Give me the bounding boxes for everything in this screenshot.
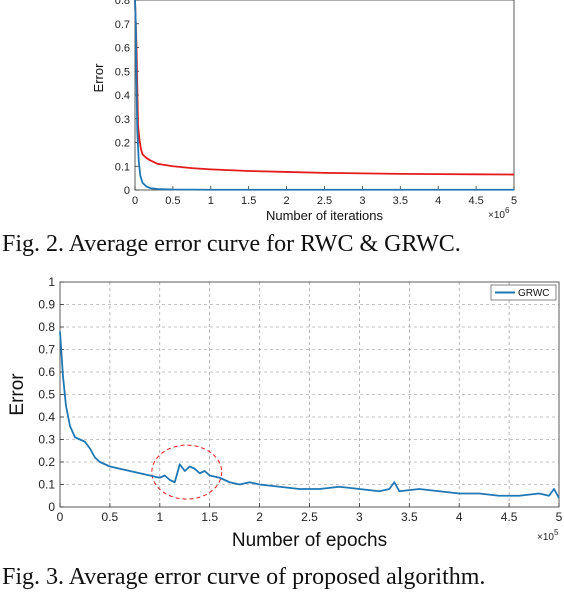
chart2-x-tick-label: 2.5 bbox=[301, 510, 318, 524]
chart1-x-tick-label: 0.5 bbox=[165, 195, 180, 207]
chart2-x-tick-label: 2 bbox=[256, 510, 263, 524]
chart1-x-axis-label: Number of iterations bbox=[266, 208, 384, 223]
chart2-x-tick-label: 0.5 bbox=[102, 510, 119, 524]
chart1-y-axis-label: Error bbox=[91, 63, 106, 93]
chart1-y-tick-label: 0.8 bbox=[115, 0, 130, 7]
chart2-y-tick-label: 0.8 bbox=[38, 320, 55, 334]
chart1-x-tick-label: 4 bbox=[435, 195, 441, 207]
chart2-x-tick-label: 5 bbox=[556, 510, 563, 524]
chart2-y-tick-label: 0.4 bbox=[38, 410, 55, 424]
chart2-y-tick-label: 0.2 bbox=[38, 455, 55, 469]
legend-box bbox=[490, 284, 557, 301]
chart2-x-multiplier: ×105 bbox=[537, 528, 559, 543]
chart1-x-tick-label: 4.5 bbox=[468, 195, 483, 207]
chart1-y-tick-label: 0.5 bbox=[115, 66, 130, 78]
figure2-caption: Fig. 2. Average error curve for RWC & GR… bbox=[2, 231, 461, 257]
chart1-y-tick-label: 0.6 bbox=[115, 43, 130, 55]
chart2-x-tick-label: 3.5 bbox=[401, 510, 418, 524]
chart2-y-tick-label: 0.6 bbox=[38, 365, 55, 379]
chart1-x-tick-label: 2 bbox=[284, 195, 290, 207]
chart2-y-tick-label: 0 bbox=[48, 500, 55, 514]
chart2-x-tick-label: 1 bbox=[156, 510, 163, 524]
chart2-x-axis-label: Number of epochs bbox=[232, 530, 387, 551]
chart2-x-tick-label: 3 bbox=[356, 510, 363, 524]
figure3-caption: Fig. 3. Average error curve of proposed … bbox=[2, 564, 485, 590]
chart2-y-tick-label: 0.5 bbox=[38, 388, 55, 402]
chart2-y-tick-label: 0.9 bbox=[38, 298, 55, 312]
legend-label-grwc: GRWC bbox=[518, 288, 549, 299]
chart2-y-axis-label: Error bbox=[7, 373, 28, 416]
chart1-y-tick-label: 0.4 bbox=[115, 90, 130, 102]
chart1-x-multiplier: ×106 bbox=[488, 206, 510, 221]
chart2-y-tick-label: 0.1 bbox=[38, 478, 55, 492]
chart1-x-tick-label: 0 bbox=[132, 195, 138, 207]
chart1-x-tick-label: 3.5 bbox=[393, 195, 408, 207]
chart2-y-tick-label: 0.7 bbox=[38, 343, 55, 357]
chart1-y-tick-label: 0 bbox=[124, 185, 130, 197]
chart2-highlight-ellipse bbox=[151, 444, 223, 500]
chart1-y-tick-label: 0.2 bbox=[115, 138, 130, 150]
chart1-x-tick-label: 5 bbox=[511, 195, 517, 207]
chart2-x-tick-label: 4.5 bbox=[501, 510, 518, 524]
chart2-legend: GRWC bbox=[490, 284, 557, 301]
chart1-plot-frame bbox=[134, 0, 515, 191]
chart2-x-tick-label: 0 bbox=[57, 510, 64, 524]
chart2-series-line-0 bbox=[59, 331, 560, 499]
chart1-x-tick-label: 1.5 bbox=[241, 195, 256, 207]
chart2-y-tick-label: 1 bbox=[48, 275, 55, 289]
chart2-x-tick-label: 1.5 bbox=[201, 510, 218, 524]
chart1-x-tick-label: 2.5 bbox=[317, 195, 332, 207]
chart1-series-line-1 bbox=[134, 0, 514, 191]
chart-epochs: 0 0.5 1 1.5 2 2.5 3 3.5 4 4.5 5 0 0.1 0.2 0.3 0.4 0.5 0.6… bbox=[7, 275, 563, 551]
chart1-y-tick-label: 0.3 bbox=[115, 114, 130, 126]
chart1-y-tick-label: 0.7 bbox=[115, 19, 130, 31]
chart1-x-tick-label: 3 bbox=[359, 195, 365, 207]
chart1-y-tick-label: 0.1 bbox=[115, 161, 130, 173]
chart2-y-tick-label: 0.3 bbox=[38, 433, 55, 447]
chart1-series-line-0 bbox=[134, 0, 515, 176]
chart2-x-tick-label: 4 bbox=[456, 510, 463, 524]
chart1-x-tick-label: 1 bbox=[208, 195, 214, 207]
chart-iterations: 0 0.5 1 1.5 2 2.5 3 3.5 4 4.5 5 0 0.1 0.2 0.3 0.4 0.5 0.6… bbox=[91, 0, 517, 223]
